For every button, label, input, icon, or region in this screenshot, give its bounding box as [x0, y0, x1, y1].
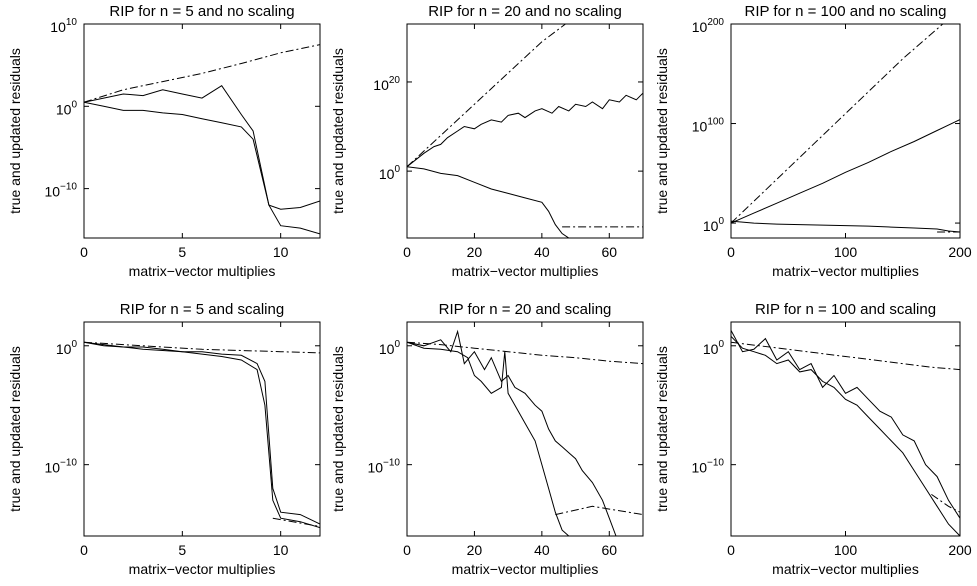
panel-1-ytick-label: 10−10 — [44, 182, 77, 200]
panel-1: RIP for n = 5 and no scaling matrix−vecto… — [7, 3, 321, 279]
panel-6-xtick-label: 100 — [834, 542, 858, 558]
panel-1-axes-frame — [83, 23, 321, 239]
panel-3-ytick-label: 100 — [703, 216, 725, 234]
panel-5-xtick-label: 20 — [467, 542, 483, 558]
panel-1-series-2 — [84, 85, 320, 210]
panel-6-ytick-label: 100 — [703, 339, 725, 357]
panel-2-xlabel: matrix−vector multiplies — [452, 263, 599, 279]
panel-6-axes-frame — [730, 321, 961, 537]
panel-3-xtick-label: 100 — [834, 244, 858, 260]
panel-4-xtick-label: 10 — [273, 542, 289, 558]
panel-5-ytick-label: 10−10 — [367, 458, 400, 476]
panel-3-xlabel: matrix−vector multiplies — [772, 263, 919, 279]
panel-4-title: RIP for n = 5 and scaling — [120, 301, 284, 318]
panel-1-series-3 — [84, 101, 320, 235]
panel-5-series-2 — [407, 329, 617, 536]
panel-6-series-4 — [931, 493, 960, 513]
panel-3: RIP for n = 100 and no scaling matrix−vec… — [654, 3, 972, 279]
panel-1-title: RIP for n = 5 and no scaling — [109, 3, 294, 20]
panel-3-xtick-label: 200 — [948, 244, 972, 260]
panel-5-xtick-label: 0 — [403, 542, 411, 558]
panel-5-axes-frame — [406, 321, 644, 537]
panel-5-title: RIP for n = 20 and scaling — [439, 301, 612, 318]
panel-6-xlabel: matrix−vector multiplies — [772, 561, 919, 577]
panel-6-ylabel: true and updated residuals — [654, 346, 670, 512]
panel-3-series-3 — [731, 220, 960, 233]
panel-1-ytick-label: 1010 — [50, 17, 77, 35]
panel-5-xtick-label: 60 — [601, 542, 617, 558]
panel-2-axes-frame — [406, 23, 644, 239]
panel-4-ytick-label: 10−10 — [44, 458, 77, 476]
panel-2-xtick-label: 40 — [534, 244, 550, 260]
panel-5-series-4 — [555, 505, 643, 516]
panel-5-xlabel: matrix−vector multiplies — [452, 561, 599, 577]
panel-5-series-1 — [407, 341, 643, 365]
panel-4-xtick-label: 5 — [178, 542, 186, 558]
panel-5-series-3 — [407, 341, 570, 536]
panel-6-series-2 — [731, 330, 960, 519]
panel-4-axes-frame — [83, 321, 321, 537]
panel-2-ytick-label: 100 — [379, 164, 401, 182]
panel-3-title: RIP for n = 100 and no scaling — [745, 3, 947, 20]
panel-4-xlabel: matrix−vector multiplies — [129, 561, 276, 577]
panel-6-ytick-label: 10−10 — [691, 458, 724, 476]
panel-4-series-2 — [84, 341, 320, 525]
panel-1-xtick-label: 10 — [273, 244, 289, 260]
panel-6-series-1 — [731, 341, 960, 371]
panel-4-ylabel: true and updated residuals — [7, 346, 23, 512]
panel-3-axes-frame — [730, 23, 961, 239]
panel-1-ylabel: true and updated residuals — [7, 48, 23, 214]
panel-1-xtick-label: 5 — [178, 244, 186, 260]
panel-5: RIP for n = 20 and scaling matrix−vector … — [330, 301, 644, 577]
panel-2-ylabel: true and updated residuals — [330, 48, 346, 214]
panel-3-series-2 — [731, 119, 960, 224]
panel-1-xlabel: matrix−vector multiplies — [129, 263, 276, 279]
panel-3-ytick-label: 10100 — [692, 117, 725, 135]
panel-2-xtick-label: 0 — [403, 244, 411, 260]
panel-2-xtick-label: 60 — [601, 244, 617, 260]
panel-4-series-3 — [84, 341, 320, 529]
panel-3-xtick-label: 0 — [727, 244, 735, 260]
panel-5-xtick-label: 40 — [534, 542, 550, 558]
panel-5-ytick-label: 100 — [379, 339, 401, 357]
panel-6-xtick-label: 200 — [948, 542, 972, 558]
panel-3-series-1 — [731, 24, 944, 224]
panel-2-title: RIP for n = 20 and no scaling — [428, 3, 622, 20]
panel-2-ytick-label: 1020 — [373, 75, 400, 93]
panel-6-title: RIP for n = 100 and scaling — [755, 301, 936, 318]
panel-3-ytick-label: 10200 — [692, 17, 725, 35]
panel-4: RIP for n = 5 and scaling matrix−vector m… — [7, 301, 321, 577]
panel-2: RIP for n = 20 and no scaling matrix−vect… — [330, 3, 644, 279]
panel-2-series-1 — [407, 24, 566, 168]
panel-1-xtick-label: 0 — [80, 244, 88, 260]
panel-4-series-1 — [84, 341, 320, 354]
panel-4-xtick-label: 0 — [80, 542, 88, 558]
panel-6-xtick-label: 0 — [727, 542, 735, 558]
panel-3-ylabel: true and updated residuals — [654, 48, 670, 214]
panel-4-ytick-label: 100 — [56, 339, 78, 357]
panel-6: RIP for n = 100 and scaling matrix−vector… — [654, 301, 972, 577]
panel-1-series-1 — [84, 44, 320, 103]
panel-4-series-4 — [272, 517, 320, 527]
panel-2-series-2 — [407, 92, 643, 168]
panel-1-ytick-label: 100 — [56, 99, 78, 117]
panel-5-ylabel: true and updated residuals — [330, 346, 346, 512]
panel-6-series-3 — [731, 335, 960, 536]
panel-2-series-3 — [407, 166, 570, 238]
panel-2-xtick-label: 20 — [467, 244, 483, 260]
